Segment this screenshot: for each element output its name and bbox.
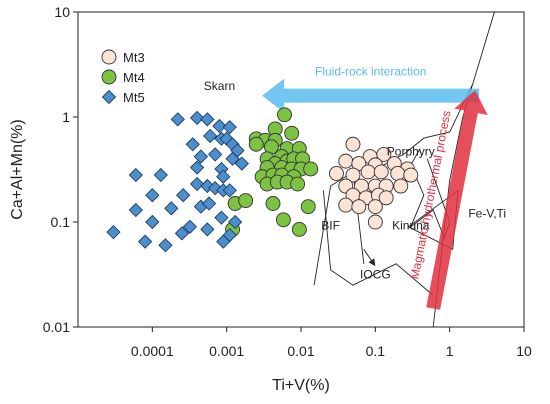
point-mt5 [176, 188, 191, 203]
point-mt3 [338, 153, 354, 169]
point-mt3 [403, 167, 419, 183]
point-mt3 [373, 164, 389, 180]
y-tick-label: 0.01 [43, 319, 70, 335]
point-mt3 [378, 190, 394, 206]
x-tick-label: 1 [446, 343, 454, 359]
field-label: Porphyry [387, 144, 435, 158]
point-mt4 [277, 107, 292, 123]
point-mt5 [145, 188, 160, 203]
point-mt5 [137, 234, 153, 249]
point-mt5 [158, 238, 173, 253]
point-mt5 [212, 118, 227, 134]
point-mt5 [208, 147, 223, 162]
legend-marker [101, 89, 117, 105]
x-axis-title: Ti+V(%) [272, 377, 330, 394]
point-mt3 [345, 136, 361, 152]
point-mt4 [284, 125, 300, 141]
point-mt5 [189, 110, 205, 126]
legend-label: Mt4 [123, 70, 145, 85]
field-label: Kinuna [392, 218, 430, 232]
point-mt5 [153, 167, 168, 183]
point-mt3 [393, 178, 409, 194]
field-label: IOCG [360, 267, 391, 281]
point-mt5 [106, 225, 121, 240]
point-mt4 [275, 212, 291, 228]
point-mt3 [345, 167, 361, 183]
y-axis-title: Ca+Al+Mn(%) [9, 119, 26, 219]
point-mt5 [164, 201, 179, 216]
point-mt3 [329, 165, 344, 181]
point-mt5 [216, 234, 231, 249]
ticks: 0.0001 0.001 0.01 0.1 1 10 0.01 0.1 1 10 [43, 4, 532, 359]
point-mt4 [303, 161, 319, 177]
legend-marker [101, 69, 117, 85]
point-mt5 [201, 196, 217, 211]
point-mt5 [222, 120, 237, 135]
point-mt5 [216, 169, 231, 184]
legend-label: Mt3 [123, 50, 145, 65]
point-mt4 [248, 136, 264, 152]
point-mt5 [225, 151, 240, 166]
point-mt5 [128, 202, 143, 218]
y-tick-label: 0.1 [51, 214, 71, 230]
iocg-arrow [363, 249, 376, 267]
point-mt3 [376, 146, 392, 162]
point-mt3 [338, 197, 354, 213]
process-arrow [426, 90, 488, 310]
point-mt5 [234, 156, 249, 171]
legend-label: Mt5 [123, 90, 145, 105]
point-mt5 [203, 128, 218, 144]
point-mt5 [189, 176, 205, 192]
y-tick-label: 10 [54, 4, 70, 20]
y-tick-label: 1 [62, 109, 70, 125]
point-mt3 [390, 165, 406, 181]
point-mt3 [367, 199, 383, 215]
point-mt5 [145, 214, 160, 230]
point-mt5 [193, 149, 209, 164]
point-mt3 [367, 214, 383, 230]
point-mt3 [351, 199, 367, 215]
point-mt5 [200, 112, 215, 127]
point-mt5 [228, 214, 243, 230]
arrow-label: Fluid-rock interaction [315, 65, 426, 79]
point-mt4 [300, 199, 316, 215]
field-boundary-line [322, 190, 434, 296]
point-mt5 [185, 137, 200, 152]
x-tick-label: 0.0001 [131, 343, 174, 359]
point-mt5 [182, 219, 198, 234]
x-tick-label: 10 [516, 343, 532, 359]
point-mt4 [290, 176, 306, 192]
field-label: Skarn [204, 79, 235, 93]
legend: Mt3 Mt4 Mt5 [101, 49, 145, 105]
x-tick-label: 0.01 [287, 343, 314, 359]
point-mt5 [170, 112, 185, 127]
point-mt5 [189, 160, 205, 175]
legend-marker [101, 49, 117, 65]
process-arrow [262, 78, 480, 113]
point-mt5 [214, 210, 229, 225]
field-label: Fe-V,Ti [468, 207, 506, 221]
data-points [106, 107, 419, 253]
point-mt4 [238, 193, 254, 209]
field-labels: Skarn Porphyry Fe-V,Ti Kinuna BIF IOCG [204, 79, 506, 281]
point-mt5 [128, 167, 143, 183]
field-label: BIF [321, 218, 340, 232]
point-mt5 [200, 222, 215, 237]
x-tick-label: 0.001 [209, 343, 244, 359]
point-mt3 [360, 164, 376, 180]
point-mt4 [291, 221, 307, 237]
point-mt4 [265, 196, 281, 211]
x-tick-label: 0.1 [366, 343, 386, 359]
point-mt5 [174, 226, 190, 241]
point-mt5 [222, 183, 237, 198]
